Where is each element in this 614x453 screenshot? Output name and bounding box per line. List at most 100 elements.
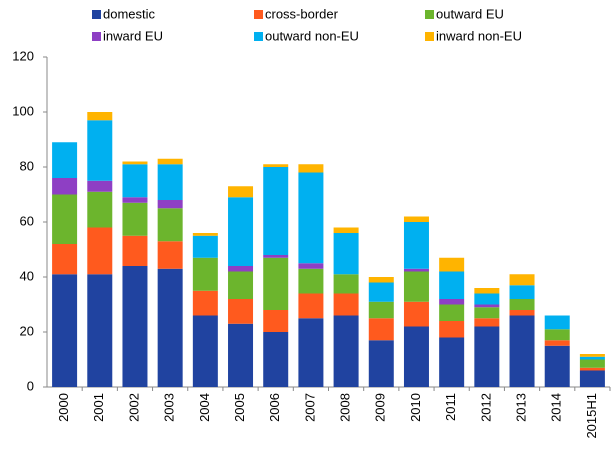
- bar-segment: [263, 255, 289, 258]
- bar-segment: [298, 318, 324, 387]
- bar-segment: [368, 282, 394, 302]
- bar-segment: [298, 263, 324, 269]
- bar-segment: [333, 227, 359, 233]
- bar-segment: [509, 315, 535, 387]
- bar-segment: [579, 370, 605, 387]
- x-tick-label: 2008: [338, 393, 353, 422]
- bar-segment: [157, 241, 183, 269]
- y-tick-label: 120: [12, 48, 34, 63]
- y-tick-label: 0: [27, 378, 34, 393]
- bar-segment: [157, 200, 183, 209]
- bar-segment: [192, 315, 218, 387]
- bar-segment: [403, 216, 429, 222]
- bar-segment: [52, 194, 78, 244]
- x-tick-label: 2015H1: [584, 393, 599, 439]
- bar-segment: [228, 186, 254, 198]
- bar-segment: [87, 274, 113, 387]
- bar-segment: [52, 142, 78, 178]
- y-tick-label: 80: [20, 158, 34, 173]
- x-tick-label: 2000: [56, 393, 71, 422]
- bar-segment: [52, 178, 78, 195]
- bar-segment: [52, 274, 78, 387]
- bar-segment: [298, 268, 324, 294]
- legend-label: inward EU: [103, 28, 163, 43]
- bar-segment: [192, 235, 218, 258]
- x-tick-label: 2009: [373, 393, 388, 422]
- bar-segment: [52, 244, 78, 275]
- bar-segment: [192, 257, 218, 291]
- bar-segment: [228, 271, 254, 299]
- bar-segment: [157, 164, 183, 200]
- bar-segment: [122, 235, 148, 266]
- bar-segment: [403, 271, 429, 302]
- bar-segment: [474, 307, 500, 319]
- x-tick-label: 2010: [408, 393, 423, 422]
- bar-segment: [544, 340, 570, 346]
- bar-segment: [263, 332, 289, 387]
- x-tick-label: 2004: [197, 393, 212, 422]
- bar-segment: [192, 290, 218, 316]
- bar-segment: [579, 356, 605, 360]
- bar-segment: [579, 354, 605, 357]
- bar-segment: [122, 161, 148, 165]
- legend-label: domestic: [103, 6, 156, 21]
- bar-segment: [439, 321, 465, 338]
- bar-segment: [122, 197, 148, 203]
- bar-segment: [298, 172, 324, 264]
- bar-segment: [333, 274, 359, 294]
- bar-segment: [439, 337, 465, 387]
- bar-segment: [298, 164, 324, 173]
- bar-segment: [228, 299, 254, 324]
- bar-segment: [368, 340, 394, 387]
- bar-segment: [333, 233, 359, 275]
- legend-swatch: [92, 10, 101, 19]
- bar-segment: [122, 164, 148, 198]
- legend-swatch: [254, 32, 263, 41]
- bar-segment: [157, 268, 183, 387]
- bar-segment: [263, 310, 289, 332]
- bar-segment: [509, 274, 535, 286]
- y-tick-label: 40: [20, 268, 34, 283]
- bar-segment: [228, 266, 254, 272]
- x-tick-label: 2012: [478, 393, 493, 422]
- bar-segment: [403, 326, 429, 387]
- bar-segment: [157, 158, 183, 165]
- x-tick-label: 2003: [162, 393, 177, 422]
- bar-segment: [474, 326, 500, 387]
- bar-segment: [403, 301, 429, 327]
- bar-segment: [87, 120, 113, 181]
- legend-label: inward non-EU: [436, 28, 522, 43]
- x-tick-label: 2006: [267, 393, 282, 422]
- bar-segment: [87, 227, 113, 275]
- bar-segment: [122, 202, 148, 236]
- bar-segment: [228, 323, 254, 387]
- x-tick-label: 2014: [549, 393, 564, 422]
- bar-segment: [439, 304, 465, 321]
- bar-segment: [192, 233, 218, 236]
- bar-segment: [87, 180, 113, 192]
- bar-segment: [544, 315, 570, 330]
- bar-segment: [403, 268, 429, 272]
- bar-segment: [439, 271, 465, 299]
- bar-segment: [474, 288, 500, 294]
- legend-label: cross-border: [265, 6, 339, 21]
- bar-segment: [579, 359, 605, 368]
- bar-segment: [474, 293, 500, 305]
- bar-segment: [157, 208, 183, 242]
- bar-segment: [544, 345, 570, 387]
- bar-segment: [544, 329, 570, 341]
- legend-swatch: [425, 32, 434, 41]
- legend-label: outward non-EU: [265, 28, 359, 43]
- legend-swatch: [425, 10, 434, 19]
- bar-segment: [403, 222, 429, 269]
- bar-segment: [474, 318, 500, 327]
- bar-segment: [474, 304, 500, 308]
- bar-segment: [228, 197, 254, 266]
- bar-segment: [579, 367, 605, 371]
- y-tick-label: 20: [20, 323, 34, 338]
- bar-segment: [87, 191, 113, 228]
- bar-segment: [333, 315, 359, 387]
- x-tick-label: 2011: [443, 393, 458, 421]
- bar-segment: [509, 285, 535, 299]
